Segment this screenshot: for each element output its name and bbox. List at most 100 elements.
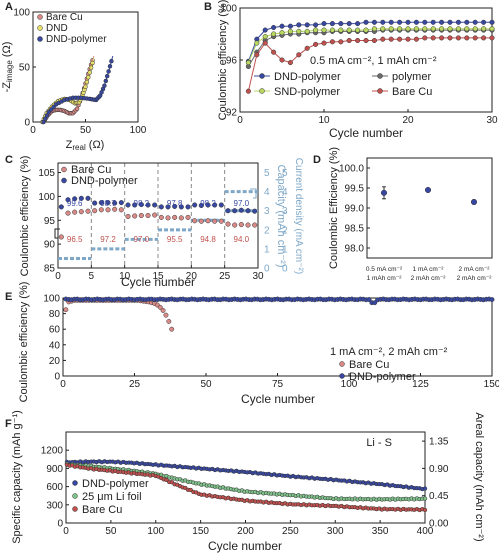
panel-c-point — [118, 207, 124, 213]
panel-b-point — [304, 45, 310, 51]
panel-b-point — [430, 26, 436, 32]
panel-c-point — [198, 202, 204, 209]
panel-c-point — [112, 200, 118, 206]
panel-f-y2-tick-label: 0.00 — [429, 519, 449, 530]
legend-label: Bare Cu — [392, 86, 432, 98]
panel-f-y-tick-label: 900 — [46, 464, 63, 475]
panel-c-point — [205, 202, 211, 208]
panel-b-point — [405, 26, 411, 32]
panel-c-point — [165, 204, 171, 210]
panel-b-point — [439, 26, 445, 32]
panel-c-y2-tick-label: 4 — [264, 187, 270, 198]
panel-b-point — [397, 19, 403, 25]
panel-f-y-tick-label: 600 — [46, 482, 63, 493]
panel-c-x-tick-label: 10 — [119, 271, 131, 282]
panel-b-point — [363, 27, 369, 33]
legend-label: 25 μm Li foil — [82, 491, 142, 503]
panel-e-x-tick-label: 25 — [129, 379, 141, 390]
panel-b-point — [371, 19, 377, 25]
panel-e-y-tick-label: 40 — [49, 340, 61, 351]
panel-c-point — [158, 214, 164, 220]
panel-b-point — [287, 60, 293, 66]
panel-c-point — [185, 214, 191, 220]
panel-c-point — [225, 221, 231, 227]
panel-d-y-label: Coulombic Efficiency (%) — [328, 147, 340, 269]
panel-b-point — [262, 40, 268, 46]
panel-c-point — [78, 195, 84, 201]
panel-c-y3-tick-label: 0 — [282, 264, 288, 275]
panel-c-x-tick-label: 0 — [55, 271, 61, 282]
panel-c-point — [232, 208, 238, 214]
panel-c-x-tick-label: 20 — [186, 271, 198, 282]
panel-c-point — [192, 218, 198, 224]
panel-c-point — [218, 202, 224, 208]
panel-d-category-line1: 2 mA cm⁻² — [459, 266, 491, 273]
panel-e-y-label: Coulombic efficiency (%) — [18, 282, 30, 403]
panel-b-point — [439, 35, 445, 41]
panel-c-point — [192, 202, 198, 208]
panel-c-y-tick-label: 95 — [44, 216, 56, 227]
panel-c-point — [145, 212, 151, 219]
panel-b-y-tick-label: 96 — [226, 56, 238, 67]
panel-b-point — [279, 23, 285, 29]
panel-c-y3-tick-label: 4 — [282, 187, 288, 198]
panel-d-y-tick-label: 99.5 — [345, 184, 365, 195]
panel-c-x-tick-label: 25 — [219, 271, 231, 282]
panel-b-y-label: Coulombic efficiency (%) — [217, 0, 229, 120]
x-label-unit: (Ω) — [86, 139, 105, 151]
panel-a-point — [109, 58, 114, 64]
panel-c-y2-label: Capacity (mAh cm⁻²) — [275, 165, 287, 268]
panel-b-point — [455, 35, 461, 41]
panel-b-point — [481, 26, 487, 32]
legend-marker — [37, 25, 43, 31]
panel-b-x-tick-label: 0 — [237, 115, 243, 126]
panel-b-point — [254, 52, 260, 58]
panel-b-point — [430, 19, 436, 25]
panel-b-point — [481, 19, 487, 25]
panel-f-x-tick-label: 150 — [192, 526, 209, 537]
panel-b-point — [413, 19, 419, 25]
y-label-prefix: -Z — [1, 82, 13, 93]
panel-c-point — [105, 200, 111, 206]
panel-c-y3-tick-label: 3 — [282, 206, 288, 217]
panel-a-y-tick-label: 100 — [13, 8, 30, 19]
panel-b-point — [271, 31, 277, 37]
panel-e-x-tick-label: 50 — [200, 379, 212, 390]
panel-c-x-tick-label: 15 — [152, 271, 164, 282]
panel-e-point-bare — [160, 308, 166, 313]
panel-a-y-tick-label: 0 — [24, 118, 30, 129]
legend-marker — [72, 480, 78, 486]
panel-f-y-label: Specific capacity (mAh g⁻¹) — [11, 410, 23, 544]
panel-c-point — [112, 206, 118, 212]
legend-marker — [72, 493, 78, 499]
panel-c-point — [252, 208, 258, 214]
panel-a-point — [86, 75, 91, 80]
bare-value-label: 94.0 — [234, 235, 250, 244]
panel-c-point — [232, 222, 238, 228]
panel-c-point — [138, 201, 144, 208]
panel-b-point — [422, 35, 428, 41]
panel-b-point — [329, 21, 335, 27]
panel-e-x-tick-label: 0 — [60, 379, 66, 390]
panel-label-e: E — [5, 291, 12, 303]
panel-c-point — [238, 222, 244, 228]
panel-c-point — [58, 234, 64, 240]
panel-a-x-tick-label: 50 — [80, 125, 92, 136]
dnd-value-label: 97.0 — [234, 199, 250, 208]
x-label-main: Z — [66, 139, 73, 151]
x-label-sub: real — [72, 143, 86, 152]
legend-marker — [377, 73, 383, 79]
panel-f-x-tick-label: 0 — [63, 526, 69, 537]
panel-e-point-dnd — [366, 297, 372, 302]
panel-b-point — [489, 26, 495, 32]
legend-label: Bare Cu — [349, 359, 389, 371]
bare-value-label: 94.8 — [200, 235, 216, 244]
panel-b-point — [413, 26, 419, 32]
legend-marker — [37, 36, 43, 42]
panel-b-point — [254, 40, 260, 46]
panel-c-point — [205, 218, 211, 224]
panel-b-point — [313, 22, 319, 28]
panel-d-y-tick-label: 98.0 — [345, 244, 365, 255]
panel-b-point — [447, 35, 453, 41]
panel-b-point — [287, 28, 293, 34]
